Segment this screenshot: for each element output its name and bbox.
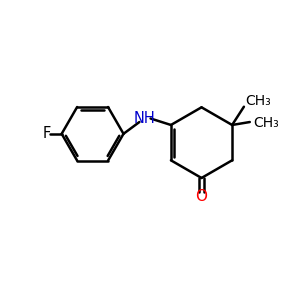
Text: F: F — [43, 126, 51, 141]
Text: CH₃: CH₃ — [253, 116, 279, 130]
Text: NH: NH — [134, 111, 156, 126]
Text: O: O — [196, 189, 208, 204]
Text: CH₃: CH₃ — [245, 94, 271, 108]
